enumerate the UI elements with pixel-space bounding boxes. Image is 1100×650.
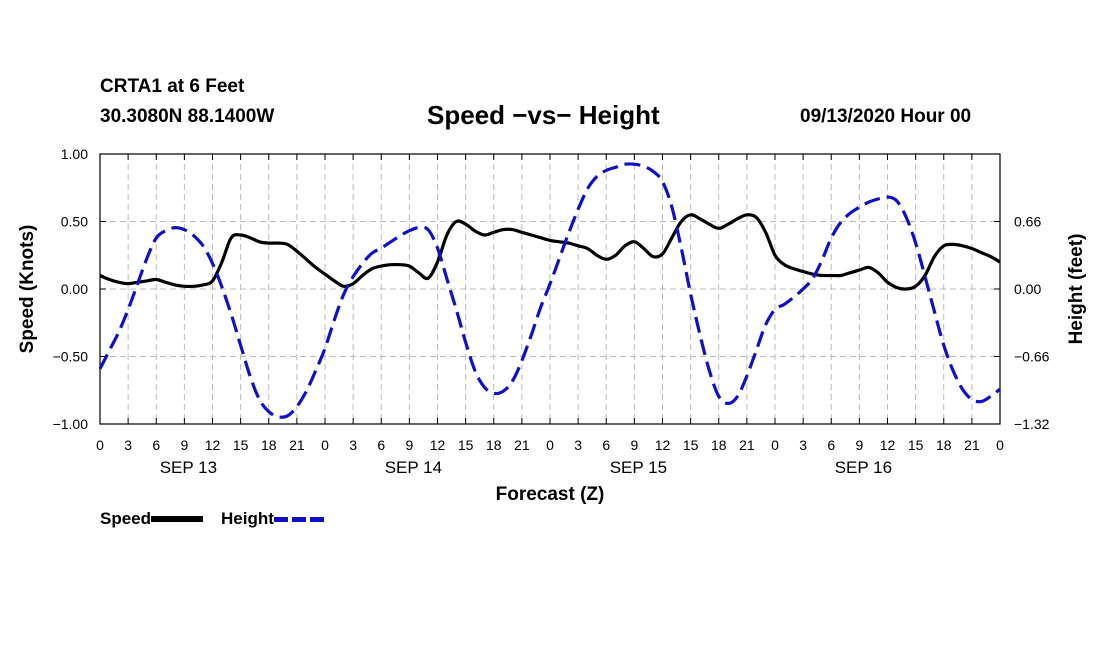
x-tick-label: 15 xyxy=(683,437,699,453)
legend-speed-swatch xyxy=(151,516,204,522)
x-tick-label: 9 xyxy=(855,437,863,453)
x-tick-label: 21 xyxy=(289,437,305,453)
x-tick-label: 9 xyxy=(405,437,413,453)
x-tick-label: 18 xyxy=(261,437,277,453)
legend: Speed Height xyxy=(100,509,344,529)
legend-height-swatch xyxy=(273,516,326,522)
x-day-label: SEP 15 xyxy=(610,458,667,477)
x-tick-label: 0 xyxy=(996,437,1004,453)
x-tick-label: 18 xyxy=(936,437,952,453)
x-tick-label: 3 xyxy=(799,437,807,453)
x-tick-label: 12 xyxy=(655,437,671,453)
x-tick-label: 0 xyxy=(771,437,779,453)
x-tick-label: 18 xyxy=(486,437,502,453)
x-tick-label: 0 xyxy=(96,437,104,453)
x-axis-title: Forecast (Z) xyxy=(496,484,605,505)
x-day-label: SEP 13 xyxy=(160,458,217,477)
x-tick-label: 3 xyxy=(124,437,132,453)
x-tick-label: 3 xyxy=(574,437,582,453)
legend-speed-label: Speed xyxy=(100,509,152,528)
y-tick-label: 0.00 xyxy=(61,281,88,297)
x-tick-label: 6 xyxy=(602,437,610,453)
x-tick-label: 12 xyxy=(880,437,896,453)
x-day-label: SEP 14 xyxy=(385,458,442,477)
y-axis-title: Speed (Knots) xyxy=(17,225,38,354)
chart-title: Speed −vs− Height xyxy=(427,100,660,130)
x-tick-label: 21 xyxy=(514,437,530,453)
x-tick-label: 0 xyxy=(321,437,329,453)
x-tick-label: 6 xyxy=(377,437,385,453)
x-tick-label: 15 xyxy=(233,437,249,453)
x-tick-label: 15 xyxy=(908,437,924,453)
y-tick-label: 1.00 xyxy=(61,146,88,162)
y2-tick-label: 0.66 xyxy=(1014,214,1041,230)
x-tick-label: 21 xyxy=(964,437,980,453)
y2-tick-label: −1.32 xyxy=(1014,416,1050,432)
station-name: CRTA1 at 6 Feet xyxy=(100,76,245,97)
y2-tick-label: 0.00 xyxy=(1014,281,1041,297)
station-coordinates: 30.3080N 88.1400W xyxy=(100,106,275,127)
forecast-timestamp: 09/13/2020 Hour 00 xyxy=(800,106,972,127)
x-tick-label: 9 xyxy=(630,437,638,453)
x-tick-label: 15 xyxy=(458,437,474,453)
x-day-label: SEP 16 xyxy=(835,458,892,477)
height-series-line xyxy=(98,162,1001,419)
x-tick-label: 18 xyxy=(711,437,727,453)
y-tick-label: −0.50 xyxy=(53,349,89,365)
speed-series-line xyxy=(99,213,1001,291)
x-tick-label: 0 xyxy=(546,437,554,453)
x-tick-label: 6 xyxy=(152,437,160,453)
y2-tick-label: −0.66 xyxy=(1014,349,1050,365)
y-tick-label: 0.50 xyxy=(61,214,88,230)
y2-axis-title: Height (feet) xyxy=(1066,234,1087,345)
x-tick-label: 9 xyxy=(180,437,188,453)
x-tick-label: 21 xyxy=(739,437,755,453)
y-tick-label: −1.00 xyxy=(53,416,89,432)
x-tick-label: 12 xyxy=(430,437,446,453)
x-tick-label: 3 xyxy=(349,437,357,453)
legend-height-label: Height xyxy=(221,509,274,528)
x-tick-label: 12 xyxy=(205,437,221,453)
x-tick-label: 6 xyxy=(827,437,835,453)
